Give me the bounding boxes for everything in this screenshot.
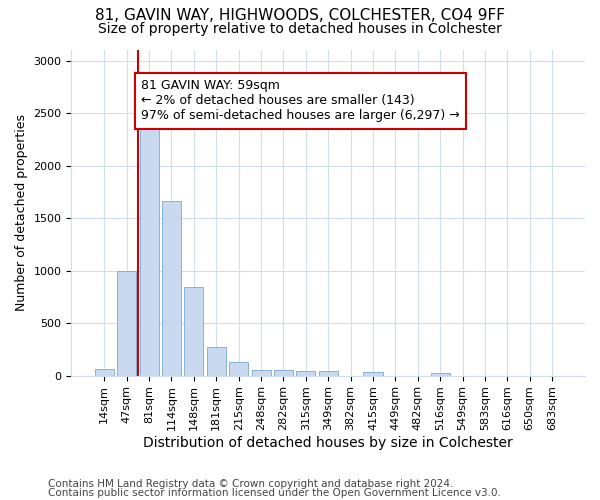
Text: 81, GAVIN WAY, HIGHWOODS, COLCHESTER, CO4 9FF: 81, GAVIN WAY, HIGHWOODS, COLCHESTER, CO… (95, 8, 505, 22)
Bar (229, 362, 248, 376)
Bar (207, 347, 226, 376)
Text: Size of property relative to detached houses in Colchester: Size of property relative to detached ho… (98, 22, 502, 36)
Bar (162, 201, 181, 376)
Bar (274, 370, 293, 376)
Bar (296, 371, 316, 376)
Bar (184, 288, 203, 376)
Bar (95, 370, 114, 376)
Text: Contains HM Land Registry data © Crown copyright and database right 2024.: Contains HM Land Registry data © Crown c… (48, 479, 454, 489)
Text: 81 GAVIN WAY: 59sqm
← 2% of detached houses are smaller (143)
97% of semi-detach: 81 GAVIN WAY: 59sqm ← 2% of detached hou… (141, 80, 460, 122)
X-axis label: Distribution of detached houses by size in Colchester: Distribution of detached houses by size … (143, 436, 513, 450)
Bar (431, 373, 449, 376)
Bar (251, 370, 271, 376)
Y-axis label: Number of detached properties: Number of detached properties (15, 114, 28, 312)
Text: Contains public sector information licensed under the Open Government Licence v3: Contains public sector information licen… (48, 488, 501, 498)
Bar (364, 372, 383, 376)
Bar (140, 116, 158, 376)
Bar (117, 270, 136, 376)
Bar (319, 372, 338, 376)
